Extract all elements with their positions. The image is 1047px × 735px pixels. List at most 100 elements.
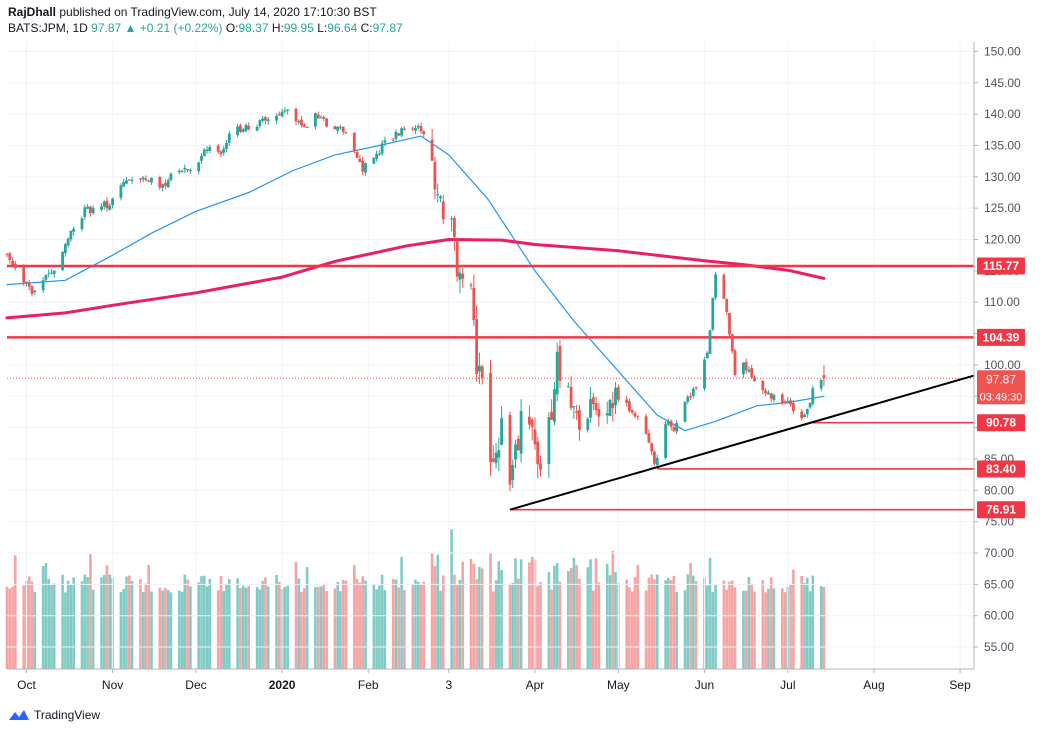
volume-bar [822, 587, 826, 669]
symbol-label[interactable]: BATS:JPM, 1D [8, 21, 88, 35]
candle-body [550, 411, 553, 420]
candle [530, 417, 534, 441]
trendline-layer[interactable] [509, 374, 975, 511]
volume-bar [305, 567, 309, 669]
volume-bar [567, 571, 570, 669]
brand-name: TradingView [34, 708, 101, 722]
candle [455, 237, 459, 282]
volume-bar [341, 579, 345, 669]
volume-bar [650, 574, 653, 669]
volume-bar [264, 577, 267, 669]
candle [491, 445, 495, 463]
volume-bar [414, 579, 417, 669]
candle-body [333, 126, 337, 130]
volume-bar [469, 558, 473, 669]
volume-bar [164, 588, 167, 669]
candle [494, 443, 498, 469]
volume-bar [722, 580, 726, 669]
volume-bar [630, 591, 634, 669]
candle-body [608, 400, 612, 416]
volume-bar [733, 587, 737, 669]
volume-bar [5, 586, 9, 669]
volume-bar [64, 592, 67, 669]
candle-body [52, 270, 56, 274]
candle [177, 168, 181, 175]
level-price-badge: 90.78 [977, 414, 1025, 432]
candle [41, 276, 45, 293]
candle [125, 177, 128, 184]
candle-body [461, 273, 465, 279]
price-tick-label: 140.00 [984, 107, 1021, 121]
candle [361, 156, 365, 175]
volume-bar [628, 587, 631, 669]
candle [689, 392, 692, 400]
candle [547, 412, 551, 478]
volume-bar [397, 587, 401, 669]
candle [819, 379, 823, 392]
candle [108, 203, 112, 211]
candle-body [219, 151, 223, 155]
author-name[interactable]: RajDhall [8, 5, 57, 19]
price-tick-label: 125.00 [984, 201, 1021, 215]
volume-bar [767, 588, 770, 669]
volume-bar [119, 591, 123, 669]
candle [761, 380, 765, 395]
close-value: 97.87 [372, 21, 403, 35]
tradingview-logo-icon [9, 710, 29, 720]
candle-body [822, 375, 826, 379]
up-arrow-icon: ▲ [124, 21, 137, 35]
candle-body [472, 287, 476, 321]
volume-bar [147, 564, 150, 669]
candle [808, 402, 812, 410]
volume-bar [575, 565, 578, 669]
candle [302, 122, 306, 128]
volume-bar [811, 575, 815, 669]
volume-bar [772, 588, 776, 669]
volume-bar [355, 579, 359, 669]
candle-body [339, 127, 342, 129]
candle-body [102, 201, 106, 207]
candle [650, 442, 654, 456]
candle [691, 386, 695, 399]
level-price-badge-bg [977, 257, 1025, 275]
volume-bar [166, 590, 170, 669]
candle [64, 242, 67, 257]
volume-bar [553, 565, 556, 669]
volume-bar [344, 580, 348, 669]
candle-body [694, 387, 698, 389]
candle-body [711, 297, 715, 330]
candle-body [336, 126, 340, 131]
candle-body [91, 208, 95, 214]
volume-bar [258, 589, 262, 669]
volume-bar [61, 574, 64, 669]
candle [767, 390, 770, 395]
candle-body [111, 198, 114, 206]
volume-bar [105, 565, 109, 669]
footer-brand[interactable]: TradingView [8, 708, 100, 722]
candle [497, 437, 501, 472]
candle [753, 375, 756, 382]
candle [728, 312, 731, 337]
candle-body [555, 351, 559, 395]
candle [264, 116, 267, 125]
candle [489, 359, 492, 476]
candle [355, 150, 359, 159]
volume-bar [644, 590, 648, 669]
countdown-text: 03:49:30 [980, 391, 1023, 403]
candle [669, 419, 673, 431]
volume-bar [339, 591, 342, 669]
candle-body [792, 403, 795, 411]
candle-body [316, 114, 320, 119]
volume-bar [239, 587, 242, 669]
volume-bar [508, 583, 512, 669]
candle-body [44, 274, 48, 280]
candle [86, 204, 89, 210]
candle-body [636, 415, 640, 417]
volume-bar [497, 561, 501, 669]
candle-body [50, 272, 53, 274]
volume-bar [400, 557, 403, 669]
volume-bar [336, 582, 339, 669]
candle-body [530, 419, 534, 427]
candle [792, 399, 795, 415]
